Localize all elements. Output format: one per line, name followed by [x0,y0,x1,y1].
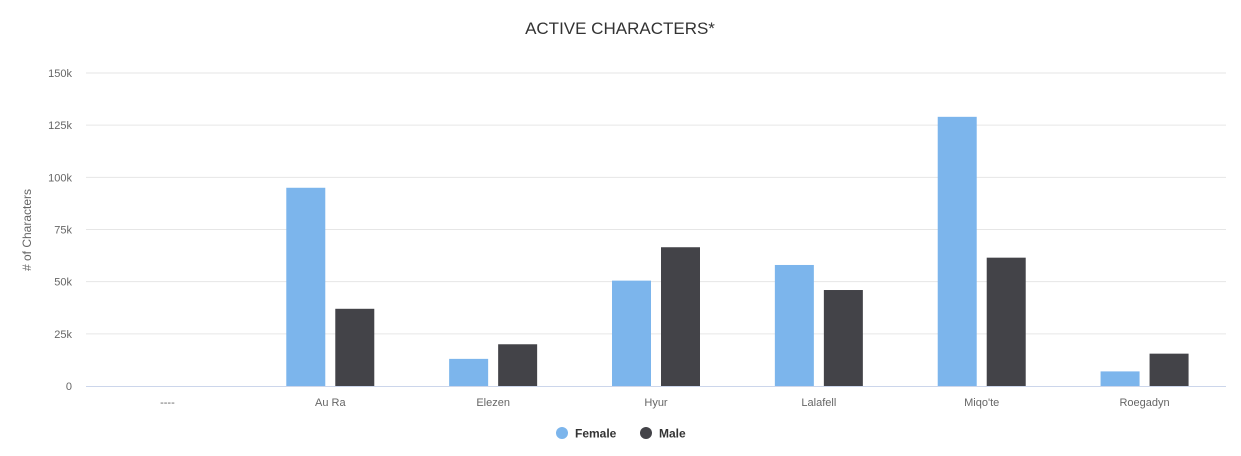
bar-female-miqo-te[interactable] [937,116,977,386]
y-tick-label: 125k [48,120,72,132]
chart-title: ACTIVE CHARACTERS* [525,19,715,38]
legend-item-female[interactable]: Female [556,427,617,441]
bars [286,116,1189,386]
legend-marker [640,427,652,439]
bar-female-elezen[interactable] [449,358,489,386]
bar-female-au-ra[interactable] [286,187,326,386]
bar-female-lalafell[interactable] [774,264,814,386]
y-axis-ticks: 0 25k 50k 75k 100k 125k 150k [48,68,72,393]
bar-male-roegadyn[interactable] [1149,353,1189,386]
legend: Female Male [556,427,686,441]
grid-lines [86,72,1226,335]
y-axis-label: # of Characters [20,189,34,271]
x-tick-label: Roegadyn [1119,397,1169,409]
x-tick-label: Miqo'te [964,397,999,409]
bar-female-roegadyn[interactable] [1100,371,1140,386]
y-tick-label: 150k [48,68,72,80]
x-tick-label: Lalafell [801,397,836,409]
legend-label: Male [659,427,686,441]
legend-marker [556,427,568,439]
y-tick-label: 50k [54,277,72,289]
bar-male-miqo-te[interactable] [986,257,1026,386]
y-tick-label: 75k [54,225,72,237]
bar-male-hyur[interactable] [661,247,700,386]
legend-item-male[interactable]: Male [640,427,686,441]
bar-male-lalafell[interactable] [823,290,863,386]
x-tick-label: Hyur [644,397,668,409]
x-tick-label: Elezen [476,397,510,409]
bar-female-hyur[interactable] [612,280,651,386]
bar-male-au-ra[interactable] [335,308,375,386]
legend-label: Female [575,427,617,441]
y-tick-label: 100k [48,172,72,184]
bar-male-elezen[interactable] [498,344,538,386]
y-tick-label: 25k [54,329,72,341]
x-axis-ticks: ---- Au Ra Elezen Hyur Lalafell Miqo'te Roegad… [160,397,1170,409]
x-tick-label: Au Ra [315,397,346,409]
y-tick-label: 0 [66,381,72,393]
x-tick-label: ---- [160,397,175,409]
